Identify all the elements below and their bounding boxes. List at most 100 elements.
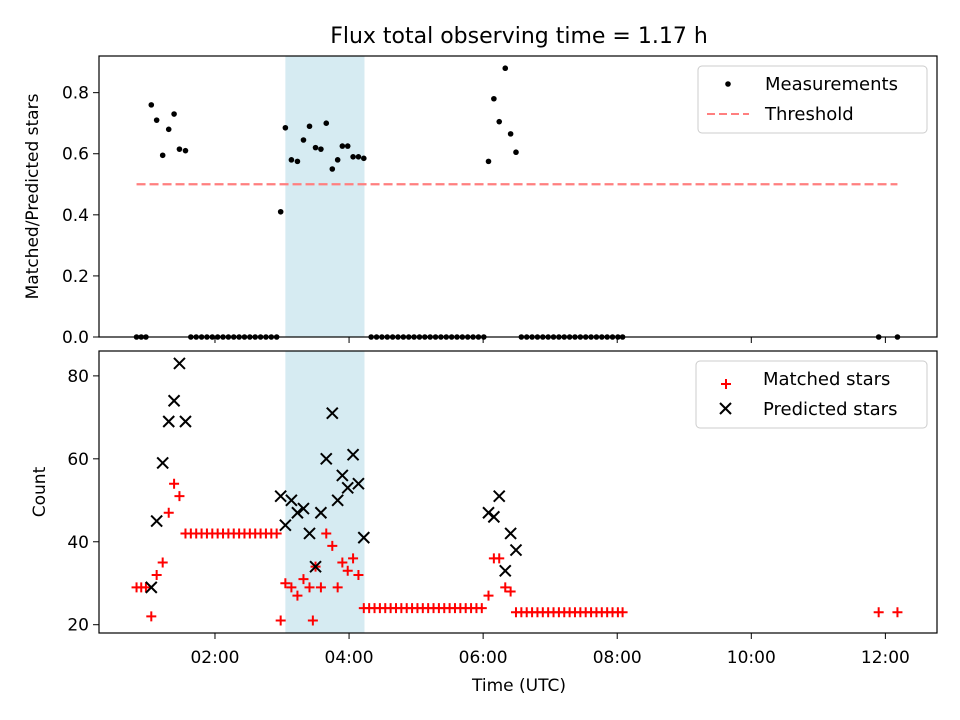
data-point bbox=[350, 153, 356, 160]
data-point bbox=[509, 543, 523, 557]
data-point bbox=[493, 489, 506, 503]
data-point bbox=[163, 507, 174, 518]
data-point bbox=[485, 158, 492, 165]
count-panel: Count Time (UTC) bbox=[30, 350, 938, 696]
data-point bbox=[320, 452, 333, 466]
data-point bbox=[282, 124, 289, 131]
shaded-span bbox=[285, 56, 365, 337]
y-tick-label: 0.2 bbox=[62, 267, 89, 287]
data-point bbox=[297, 502, 310, 515]
data-point bbox=[176, 146, 183, 152]
data-point bbox=[279, 518, 292, 532]
legend-box bbox=[695, 360, 928, 429]
data-point bbox=[496, 118, 503, 125]
plot-frame bbox=[98, 55, 938, 338]
y-tick-label: 20 bbox=[67, 616, 89, 636]
data-point bbox=[329, 166, 336, 172]
y-tick-label: 0.6 bbox=[62, 145, 89, 165]
data-point bbox=[617, 607, 628, 618]
data-point bbox=[286, 582, 297, 593]
legend-label-predicted: Predicted stars bbox=[763, 399, 897, 420]
data-point bbox=[288, 157, 295, 163]
data-point bbox=[156, 456, 169, 470]
data-point bbox=[336, 469, 349, 482]
data-point bbox=[275, 615, 286, 626]
data-point bbox=[499, 564, 512, 578]
data-point bbox=[342, 565, 353, 576]
data-point bbox=[157, 557, 168, 568]
data-point bbox=[277, 208, 284, 215]
x-tick-label: 10:00 bbox=[727, 648, 776, 668]
y-tick-label: 40 bbox=[67, 533, 89, 553]
data-point bbox=[280, 578, 291, 589]
data-point bbox=[352, 477, 365, 490]
figure-title: Flux total observing time = 1.17 h bbox=[330, 24, 708, 49]
x-tick-label: 06:00 bbox=[459, 648, 508, 668]
data-point bbox=[150, 514, 163, 528]
data-point bbox=[315, 582, 326, 593]
data-point bbox=[148, 102, 155, 108]
y-tick-label: 0.0 bbox=[62, 328, 89, 348]
legend-box bbox=[697, 65, 928, 134]
x-tick-label: 02:00 bbox=[190, 648, 239, 668]
data-point bbox=[298, 574, 309, 585]
x-tick-label: 04:00 bbox=[325, 648, 374, 668]
data-point bbox=[294, 158, 301, 165]
data-point bbox=[483, 590, 494, 601]
data-point bbox=[173, 357, 186, 370]
data-point bbox=[140, 582, 151, 593]
data-point bbox=[300, 137, 307, 143]
data-point bbox=[179, 415, 192, 428]
data-point bbox=[151, 569, 162, 580]
data-point bbox=[326, 406, 339, 420]
data-point bbox=[312, 144, 319, 151]
x-tick-label: 12:00 bbox=[861, 648, 910, 668]
x-axis-label: Time (UTC) bbox=[471, 676, 566, 696]
data-point bbox=[332, 582, 343, 593]
data-point bbox=[291, 506, 304, 519]
data-point bbox=[476, 603, 487, 614]
data-point bbox=[337, 557, 348, 568]
legend-marker-matched bbox=[721, 379, 731, 389]
data-point bbox=[307, 615, 318, 626]
data-point bbox=[334, 157, 341, 163]
data-point bbox=[292, 590, 303, 601]
data-point bbox=[318, 146, 324, 152]
y-axis-label: Count bbox=[30, 466, 50, 517]
y-tick-label: 60 bbox=[67, 450, 89, 470]
data-point bbox=[494, 553, 505, 564]
y-tick-label: 0.4 bbox=[62, 206, 89, 226]
data-point bbox=[357, 531, 371, 544]
data-point bbox=[165, 126, 172, 133]
data-point bbox=[145, 581, 158, 594]
legend-label-measurements: Measurements bbox=[765, 74, 898, 95]
data-point bbox=[348, 553, 359, 564]
x-tick-label: 08:00 bbox=[593, 648, 642, 668]
data-point bbox=[504, 527, 517, 540]
series-matched-stars bbox=[131, 478, 903, 626]
y-axis-label: Matched/Predicted stars bbox=[23, 93, 43, 299]
data-point bbox=[355, 153, 362, 160]
data-point bbox=[491, 95, 497, 102]
data-point bbox=[500, 582, 511, 593]
data-point bbox=[502, 65, 509, 72]
data-point bbox=[159, 152, 166, 159]
data-point bbox=[344, 143, 351, 149]
legend-marker-measurements bbox=[725, 81, 731, 87]
data-point bbox=[169, 478, 180, 489]
y-tick-label: 0.8 bbox=[62, 84, 89, 104]
data-point bbox=[271, 528, 282, 539]
data-point bbox=[507, 131, 514, 137]
legend-label-matched: Matched stars bbox=[763, 369, 890, 390]
ratio-panel: Matched/Predicted stars bbox=[23, 55, 938, 340]
data-point bbox=[171, 111, 177, 117]
plot-frame bbox=[98, 350, 938, 634]
data-point bbox=[182, 147, 189, 154]
data-point bbox=[174, 491, 185, 502]
series-predicted-stars bbox=[145, 357, 523, 594]
data-point bbox=[321, 528, 332, 539]
data-point bbox=[331, 494, 344, 507]
data-point bbox=[323, 120, 330, 126]
data-point bbox=[339, 143, 346, 149]
